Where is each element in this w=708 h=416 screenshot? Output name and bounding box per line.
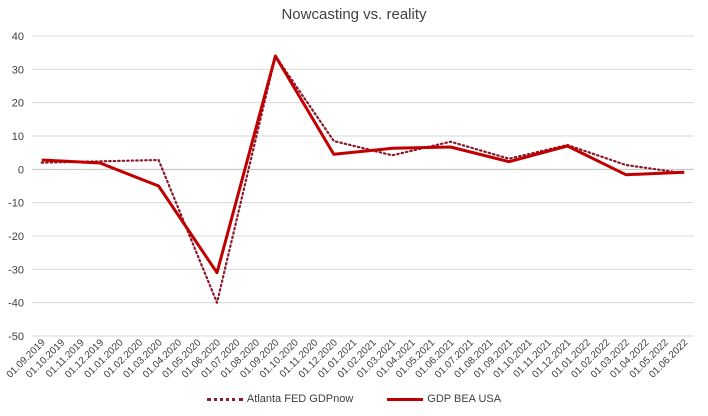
y-tick-label: -40 xyxy=(8,298,24,310)
series-line-gdp-bea xyxy=(41,54,685,275)
chart-title: Nowcasting vs. reality xyxy=(281,6,427,23)
y-tick-label: -10 xyxy=(8,198,24,210)
y-tick-label: 30 xyxy=(12,64,24,76)
y-tick-label: 10 xyxy=(12,131,24,143)
y-tick-label: -20 xyxy=(8,231,24,243)
y-tick-label: 20 xyxy=(12,98,24,110)
y-tick-label: -50 xyxy=(8,331,24,343)
legend-swatch-solid xyxy=(387,397,424,401)
legend: Atlanta FED GDPnow GDP BEA USA xyxy=(0,393,708,405)
series-line-atlanta-fed xyxy=(40,54,686,304)
legend-label: Atlanta FED GDPnow xyxy=(246,393,354,405)
y-axis-ticks: 40 30 20 10 0 -10 -20 -30 -40 -50 xyxy=(8,31,24,343)
legend-label: GDP BEA USA xyxy=(427,393,502,405)
series-lines xyxy=(40,54,686,304)
y-tick-label: 40 xyxy=(12,31,24,43)
legend-item-atlanta-fed: Atlanta FED GDPnow xyxy=(206,393,354,405)
y-tick-label: -30 xyxy=(8,264,24,276)
y-tick-label: 0 xyxy=(18,164,24,176)
legend-item-gdp-bea: GDP BEA USA xyxy=(387,393,501,405)
gridlines xyxy=(32,35,694,337)
x-axis-ticks: 01.09.201901.10.201901.11.201901.12.2019… xyxy=(5,337,691,380)
legend-swatch-dotted xyxy=(206,397,243,401)
